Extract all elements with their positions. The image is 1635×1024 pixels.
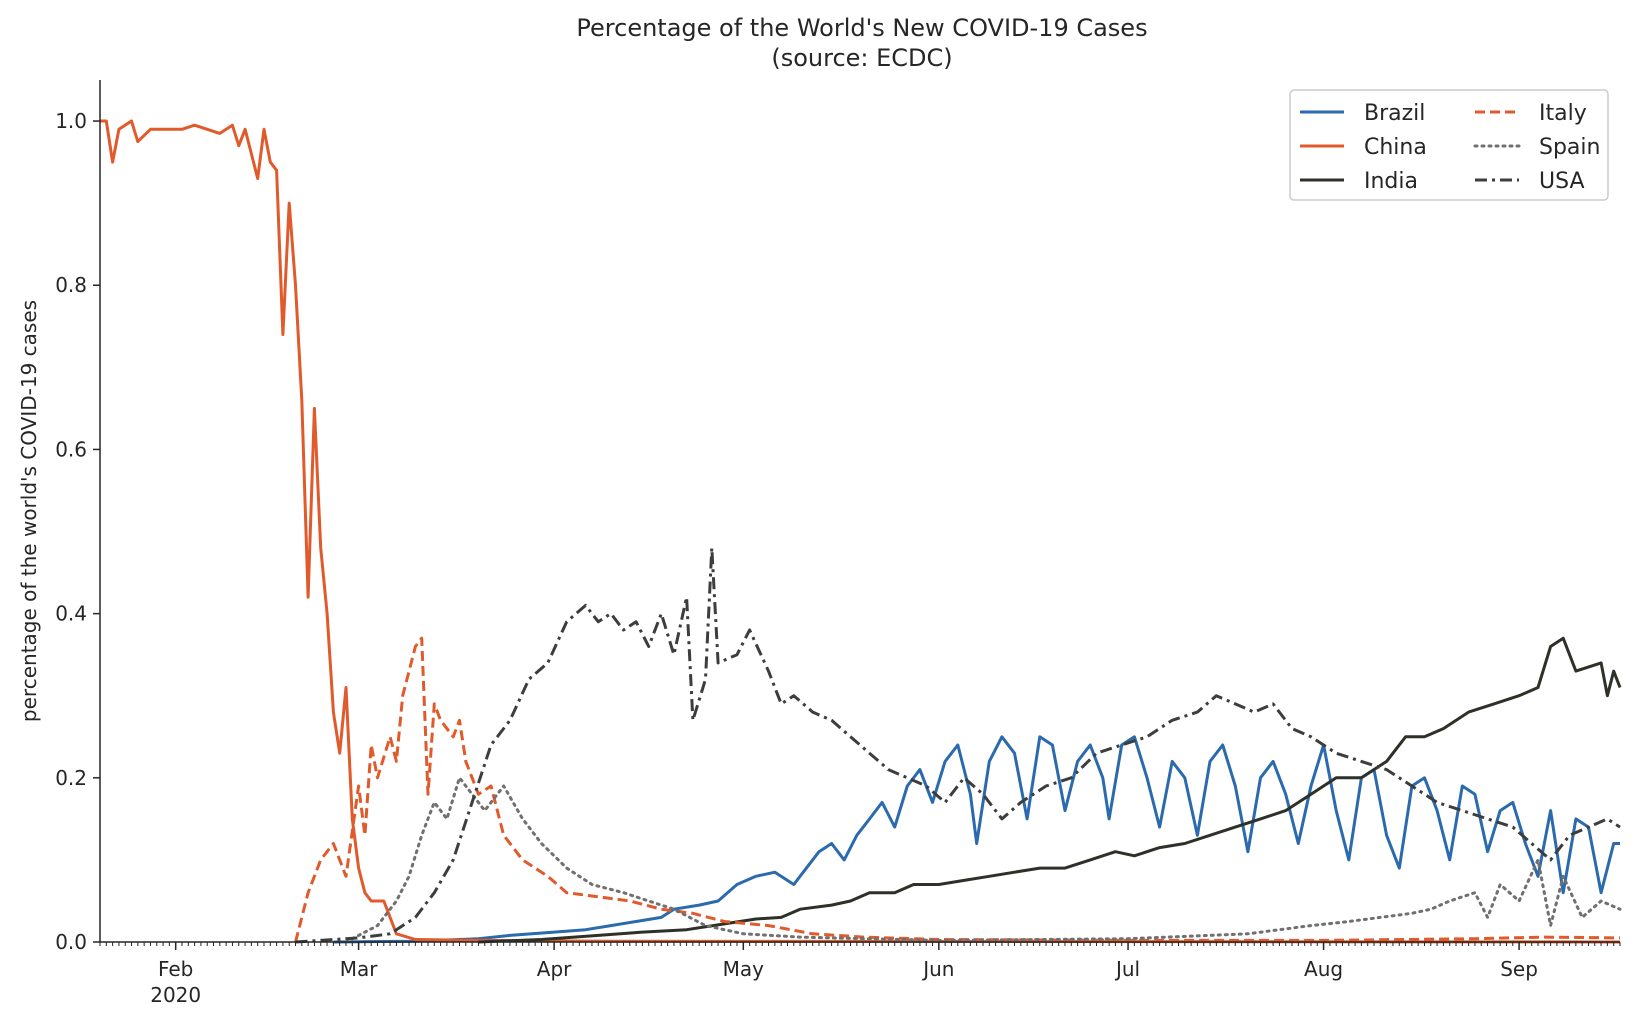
series-layer: [100, 119, 1622, 944]
x-tick-label: Apr: [537, 957, 572, 981]
chart-subtitle: (source: ECDC): [771, 44, 952, 72]
series-line-usa: [295, 546, 1621, 944]
y-tick-label: 0.0: [55, 930, 87, 954]
x-tick-label: Jun: [921, 957, 954, 981]
legend-label-italy: Italy: [1539, 101, 1587, 126]
legend: Brazil China India Italy Spain USA: [1289, 89, 1609, 201]
y-tick-label: 0.2: [55, 766, 87, 790]
x-tick-label: Sep: [1500, 957, 1538, 981]
chart-title: Percentage of the World's New COVID-19 C…: [576, 14, 1147, 42]
series-line-china: [100, 119, 1621, 944]
legend-label-china: China: [1364, 135, 1427, 160]
x-tick-sublabel: 2020: [150, 983, 201, 1007]
y-tick-label: 0.8: [55, 273, 87, 297]
series-line-india: [478, 636, 1622, 944]
y-tick-label: 1.0: [55, 109, 87, 133]
legend-label-spain: Spain: [1539, 135, 1600, 160]
y-axis-label: percentage of the world's COVID-19 cases: [17, 300, 41, 722]
legend-label-usa: USA: [1539, 169, 1585, 194]
y-tick-label: 0.4: [55, 602, 87, 626]
legend-label-brazil: Brazil: [1364, 101, 1425, 126]
x-tick-label: Jul: [1114, 957, 1140, 981]
series-line-spain: [344, 776, 1622, 944]
x-tick-label: Aug: [1304, 957, 1343, 981]
legend-label-india: India: [1364, 169, 1418, 194]
series-line-italy: [294, 636, 1621, 943]
series-line-brazil: [333, 735, 1620, 944]
y-tick-label: 0.6: [55, 437, 87, 461]
x-tick-label: Mar: [340, 957, 379, 981]
legend-box: [1289, 89, 1609, 201]
x-tick-label: May: [723, 957, 765, 981]
x-tick-label: Feb: [158, 957, 193, 981]
